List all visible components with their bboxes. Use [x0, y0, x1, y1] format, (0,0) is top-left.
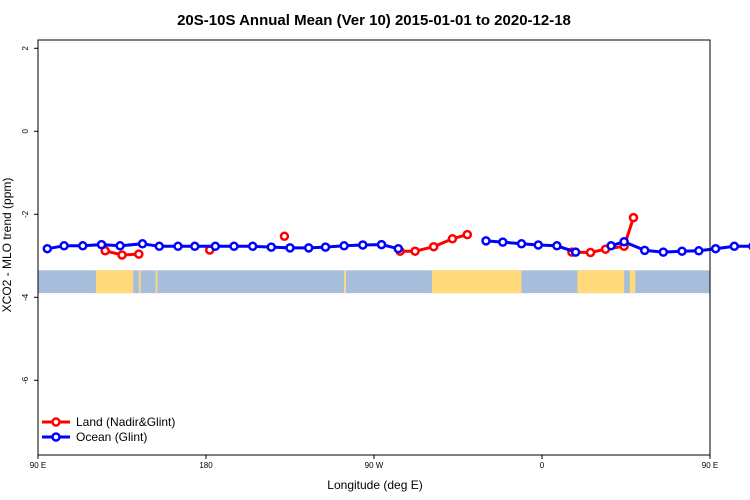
land-region: [138, 270, 141, 294]
data-point: [303, 243, 314, 253]
data-point: [173, 241, 183, 252]
land-region: [629, 270, 636, 294]
data-point: [410, 246, 420, 256]
legend-marker: [51, 417, 61, 427]
x-tick-label: 90 E: [30, 461, 46, 470]
data-point: [59, 241, 69, 251]
data-point: [247, 241, 258, 252]
data-point: [117, 250, 127, 260]
data-point: [447, 234, 458, 244]
y-tick-label: 0: [21, 129, 30, 134]
y-axis-label: XCO2 - MLO trend (ppm): [0, 178, 14, 313]
data-point: [154, 241, 165, 252]
y-tick-label: -2: [21, 210, 30, 218]
x-tick-label: 180: [199, 461, 213, 470]
data-point: [358, 240, 368, 250]
y-tick-label: 2: [21, 46, 30, 51]
data-point: [729, 241, 740, 252]
legend-label: Ocean (Glint): [76, 430, 147, 444]
data-point: [606, 241, 616, 251]
data-point: [279, 231, 290, 242]
legend-label: Land (Nadir&Glint): [76, 415, 175, 429]
data-point: [462, 229, 473, 240]
y-tick-label: -4: [21, 293, 30, 301]
ocean-band: [38, 270, 710, 294]
data-point: [96, 239, 107, 250]
data-point: [42, 243, 53, 254]
data-point: [710, 243, 721, 254]
data-point: [78, 241, 88, 251]
data-point: [285, 243, 295, 253]
data-point: [266, 242, 277, 252]
data-point: [552, 241, 562, 251]
data-point: [134, 249, 144, 259]
data-point: [137, 239, 148, 249]
data-point: [533, 240, 544, 250]
data-point: [619, 236, 629, 247]
data-point: [190, 241, 200, 252]
data-point: [694, 246, 704, 256]
data-point: [570, 247, 581, 257]
legend-entry: Land (Nadir&Glint): [42, 415, 175, 429]
data-point: [481, 236, 491, 246]
x-tick-label: 90 W: [365, 461, 384, 470]
data-point: [428, 241, 439, 252]
chart-title: 20S-10S Annual Mean (Ver 10) 2015-01-01 …: [177, 12, 571, 29]
data-point: [585, 247, 596, 258]
legend-entry: Ocean (Glint): [42, 430, 147, 444]
land-region: [155, 270, 158, 294]
y-tick-label: -6: [21, 376, 30, 384]
series-layer: [42, 212, 750, 260]
land-region: [431, 270, 522, 294]
land-region: [95, 270, 134, 294]
data-point: [339, 241, 349, 251]
series-land-nadir-glint: [100, 212, 639, 260]
legend: Land (Nadir&Glint)Ocean (Glint): [42, 415, 175, 444]
land-ocean-map-band: [38, 270, 710, 294]
data-point: [115, 241, 125, 251]
data-point: [658, 247, 669, 257]
data-point: [628, 212, 639, 223]
data-point: [320, 242, 331, 252]
data-point: [229, 241, 239, 252]
data-point: [639, 245, 650, 256]
legend-marker: [51, 432, 61, 442]
data-point: [393, 243, 404, 254]
x-tick-label: 0: [540, 461, 545, 470]
land-region: [344, 270, 346, 294]
data-point: [210, 241, 221, 252]
data-point: [498, 237, 508, 247]
land-region: [577, 270, 625, 294]
x-axis-label: Longitude (deg E): [327, 478, 422, 492]
data-point: [677, 246, 687, 256]
x-axis: 90 E 180 90 W 0 90 E: [30, 455, 718, 470]
series-ocean-glint: [42, 236, 750, 257]
y-axis: 2 0 -2 -4 -6: [21, 46, 38, 384]
data-point: [376, 239, 387, 250]
data-point: [516, 239, 527, 249]
x-tick-label: 90 E: [702, 461, 718, 470]
